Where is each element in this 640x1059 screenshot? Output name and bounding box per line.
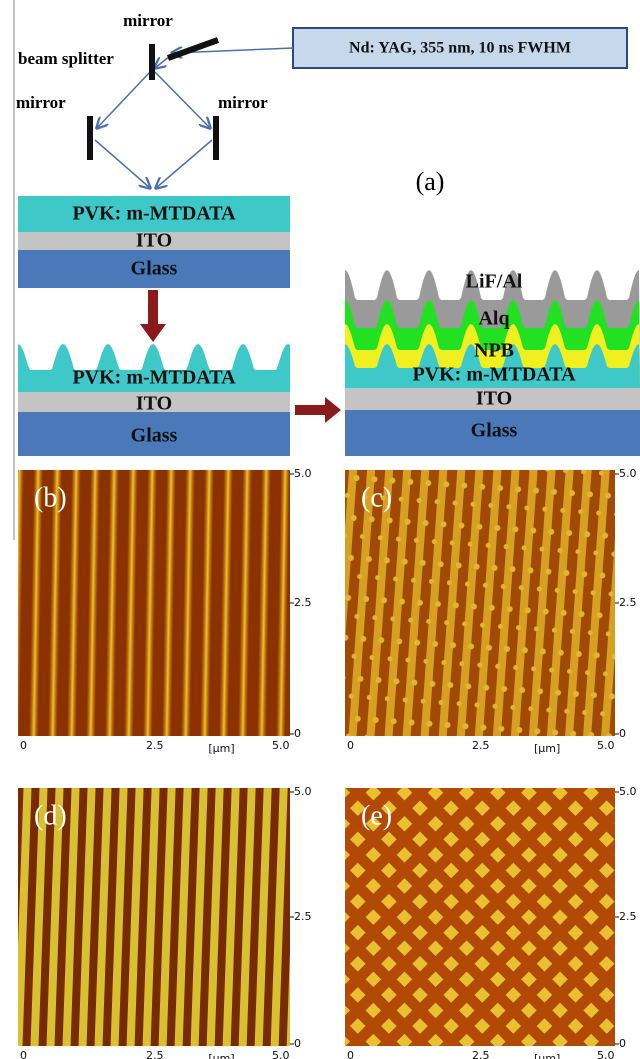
beam-splitter-label: beam splitter bbox=[18, 49, 114, 68]
y-tick-label: 2.5 bbox=[294, 910, 312, 923]
x-tick-label: 2.5 bbox=[472, 739, 490, 752]
panel-label: (c) bbox=[361, 482, 392, 513]
x-tick-label: 2.5 bbox=[472, 1049, 490, 1059]
layer-label: PVK: m-MTDATA bbox=[412, 364, 576, 386]
layer-label: ITO bbox=[136, 230, 172, 252]
y-tick-label: 2.5 bbox=[619, 596, 637, 609]
afm-panels: (b) 0 2.5 5.0 [μm] 5.0 2.5 0 (c) 0 2.5 5.0 [μm] 5.0 2.… bbox=[18, 467, 637, 1059]
x-tick-label: 2.5 bbox=[146, 1049, 164, 1059]
y-tick-label: 0 bbox=[294, 1037, 301, 1050]
x-tick-label: 5.0 bbox=[272, 739, 290, 752]
mirror-label: mirror bbox=[218, 93, 268, 112]
layer-label: Glass bbox=[471, 420, 518, 442]
x-tick-label: 5.0 bbox=[272, 1049, 290, 1059]
y-tick-label: 0 bbox=[294, 727, 301, 740]
layer-label: Glass bbox=[131, 425, 178, 447]
y-tick-label: 0 bbox=[619, 1037, 626, 1050]
y-tick-label: 0 bbox=[619, 727, 626, 740]
x-tick-label: 0 bbox=[347, 739, 354, 752]
x-tick-label: 5.0 bbox=[597, 1049, 615, 1059]
layer-label: Alq bbox=[478, 308, 509, 330]
y-tick-label: 5.0 bbox=[294, 785, 312, 798]
x-tick-label: 5.0 bbox=[597, 739, 615, 752]
layer-label: PVK: m-MTDATA bbox=[72, 367, 236, 389]
layer-label: PVK: m-MTDATA bbox=[72, 203, 236, 225]
x-tick-label: 0 bbox=[20, 739, 27, 752]
y-tick-label: 5.0 bbox=[294, 467, 312, 480]
mirror-label: mirror bbox=[123, 11, 173, 30]
x-tick-label: 0 bbox=[20, 1049, 27, 1059]
layer-label: ITO bbox=[476, 388, 512, 410]
panel-label: (a) bbox=[416, 167, 445, 196]
x-unit: [μm] bbox=[208, 742, 234, 755]
panel-label: (d) bbox=[34, 800, 67, 831]
y-tick-label: 5.0 bbox=[619, 785, 637, 798]
arrow bbox=[140, 290, 166, 342]
layer-label: LiF/Al bbox=[466, 271, 523, 293]
beam-path bbox=[95, 48, 293, 188]
layer-label: ITO bbox=[136, 393, 172, 415]
panel-label: (b) bbox=[34, 482, 67, 513]
x-tick-label: 2.5 bbox=[146, 739, 164, 752]
x-unit: [μm] bbox=[208, 1052, 234, 1059]
x-tick-label: 0 bbox=[347, 1049, 354, 1059]
panel-label: (e) bbox=[361, 800, 392, 831]
laser-label: Nd: YAG, 355 nm, 10 ns FWHM bbox=[349, 40, 571, 57]
y-tick-label: 5.0 bbox=[619, 467, 637, 480]
mirror bbox=[168, 40, 218, 58]
x-unit: [μm] bbox=[534, 1052, 560, 1059]
layer-label: NPB bbox=[474, 340, 514, 362]
layer-label: Glass bbox=[131, 258, 178, 280]
x-unit: [μm] bbox=[534, 742, 560, 755]
figure: Nd: YAG, 355 nm, 10 ns FWHM mirror beam … bbox=[0, 0, 640, 1059]
y-tick-label: 2.5 bbox=[619, 910, 637, 923]
y-tick-label: 2.5 bbox=[294, 596, 312, 609]
mirror-label: mirror bbox=[16, 93, 66, 112]
arrow bbox=[295, 397, 341, 423]
